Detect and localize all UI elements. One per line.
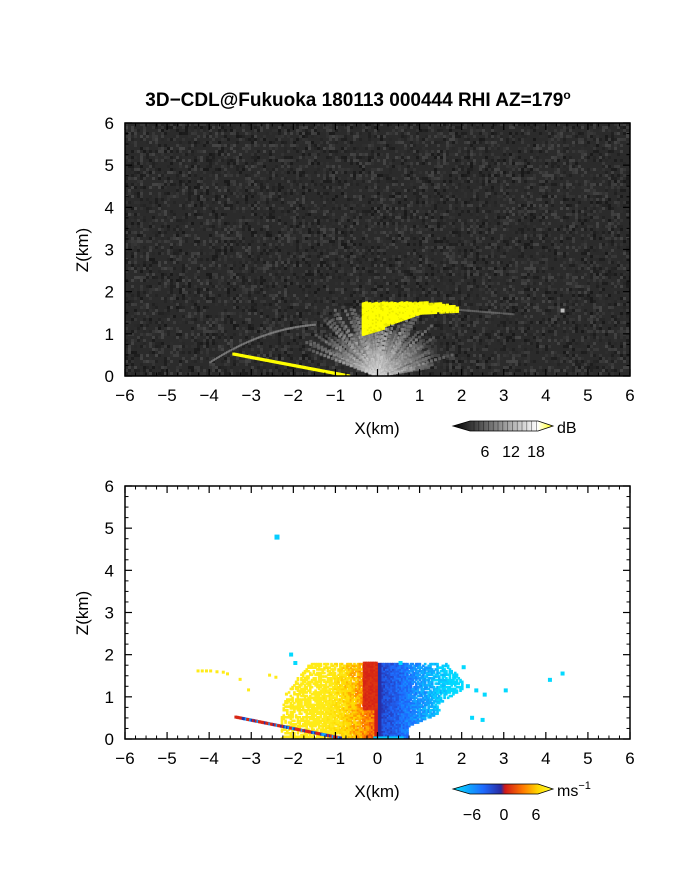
reflectivity-colorbar: dB 6 12 18 [451, 420, 577, 461]
vel-xtick-label: −4 [199, 749, 218, 768]
colorbar-tick-6: 6 [481, 444, 490, 461]
isolated-echo [274, 534, 280, 540]
refl-xtick-label: 6 [625, 386, 634, 405]
vel-xtick-label: 0 [373, 749, 382, 768]
refl-xtick-label: −3 [242, 386, 261, 405]
vel-xtick-label: 2 [457, 749, 466, 768]
vel-ytick-label: 3 [105, 604, 114, 623]
colorbar-tick-plus6: 6 [532, 807, 541, 824]
refl-ytick-label: 1 [105, 325, 114, 344]
reflectivity-xlabel: X(km) [354, 419, 399, 438]
refl-ytick-label: 5 [105, 156, 114, 175]
colorbar-unit-db: dB [557, 420, 577, 437]
vel-xtick-label: −1 [326, 749, 345, 768]
vel-xtick-label: 3 [499, 749, 508, 768]
refl-xtick-label: 1 [415, 386, 424, 405]
vel-xtick-label: 5 [583, 749, 592, 768]
refl-xtick-label: 5 [583, 386, 592, 405]
refl-ytick-label: 2 [105, 283, 114, 302]
vel-xtick-label: −3 [242, 749, 261, 768]
strong-echo-patches [232, 301, 460, 376]
velocity-ylabel: Z(km) [73, 591, 92, 635]
clear-air-echo-fan [209, 305, 565, 376]
refl-ytick-label: 4 [105, 198, 114, 217]
vel-xtick-label: −6 [115, 749, 134, 768]
refl-xtick-label: 0 [373, 386, 382, 405]
refl-xtick-label: 4 [541, 386, 550, 405]
refl-ytick-label: 6 [105, 114, 114, 133]
vel-ytick-label: 6 [105, 477, 114, 496]
vel-xtick-label: 6 [625, 749, 634, 768]
vel-xtick-label: −2 [284, 749, 303, 768]
velocity-pixels [196, 534, 565, 739]
vel-ytick-label: 2 [105, 646, 114, 665]
refl-ytick-label: 3 [105, 241, 114, 260]
velocity-axes: −6 −5 −4 −3 −2 −1 0 1 2 3 4 5 6 0 1 2 3 4 5 6 [105, 477, 635, 768]
refl-ytick-label: 0 [105, 367, 114, 386]
colorbar-tick-0: 0 [500, 807, 509, 824]
figure-title: 3D−CDL@Fukuoka 180113 000444 RHI AZ=179o [145, 88, 570, 111]
colorbar-unit-ms: ms−1 [557, 780, 591, 800]
vel-xtick-label: 1 [415, 749, 424, 768]
velocity-colorbar: ms−1 −6 0 6 [451, 780, 591, 824]
velocity-panel: −6 −5 −4 −3 −2 −1 0 1 2 3 4 5 6 0 1 2 3 4 5 6 X(km) Z(km) m… [73, 477, 635, 824]
vel-xtick-label: −5 [157, 749, 176, 768]
colorbar-tick-12: 12 [502, 444, 520, 461]
reflectivity-axes: −6 −5 −4 −3 −2 −1 0 1 2 3 4 5 6 0 1 2 3 4 5 6 [105, 114, 635, 405]
vel-ytick-label: 0 [105, 730, 114, 749]
refl-xtick-label: −4 [199, 386, 218, 405]
refl-xtick-label: −2 [284, 386, 303, 405]
colorbar-tick-minus6: −6 [463, 807, 481, 824]
vel-ytick-label: 1 [105, 688, 114, 707]
vel-ytick-label: 5 [105, 519, 114, 538]
vel-xtick-label: 4 [541, 749, 550, 768]
vel-ytick-label: 4 [105, 561, 114, 580]
reflectivity-noise [125, 123, 630, 376]
refl-xtick-label: −5 [157, 386, 176, 405]
reflectivity-ylabel: Z(km) [73, 228, 92, 272]
refl-xtick-label: −6 [115, 386, 134, 405]
refl-xtick-label: −1 [326, 386, 345, 405]
refl-xtick-label: 2 [457, 386, 466, 405]
velocity-xlabel: X(km) [354, 782, 399, 801]
colorbar-tick-18: 18 [527, 444, 545, 461]
refl-xtick-label: 3 [499, 386, 508, 405]
